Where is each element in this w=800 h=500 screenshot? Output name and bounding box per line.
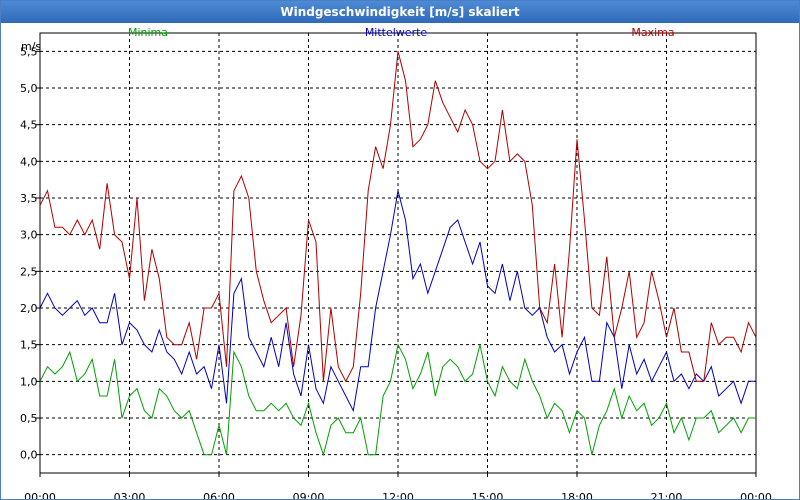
legend-minima: Minima	[128, 26, 168, 39]
x-tick-time: 00:00	[740, 491, 772, 499]
x-tick-time: 06:00	[203, 491, 235, 499]
x-tick-time: 00:00	[24, 491, 56, 499]
y-tick-label: 1,0	[20, 375, 38, 388]
y-tick-label: 2,5	[20, 265, 38, 278]
y-tick-label: 0,0	[20, 449, 38, 462]
y-tick-label: 3,5	[20, 192, 38, 205]
x-axis-ticks: 00:0016.01.1703:0016.01.1706:0016.01.170…	[24, 473, 772, 499]
y-tick-label: 5,0	[20, 82, 38, 95]
series-line-maxima	[39, 51, 757, 383]
series-lines	[39, 51, 757, 457]
x-tick-time: 03:00	[114, 491, 146, 499]
y-tick-label: 3,0	[20, 229, 38, 242]
y-tick-label: 5,5	[20, 45, 38, 58]
legend-maxima: Maxima	[631, 26, 674, 39]
x-tick-time: 15:00	[472, 491, 504, 499]
y-tick-label: 4,5	[20, 119, 38, 132]
y-axis-label: m/s	[21, 40, 41, 53]
y-tick-label: 4,0	[20, 155, 38, 168]
x-tick-time: 09:00	[293, 491, 325, 499]
legend-mittelwerte: Mittelwerte	[365, 26, 428, 39]
series-line-mittelwerte	[39, 190, 756, 413]
y-tick-label: 0,5	[20, 412, 38, 425]
grid	[40, 33, 756, 473]
y-tick-label: 2,0	[20, 302, 38, 315]
x-tick-time: 18:00	[561, 491, 593, 499]
x-tick-time: 21:00	[651, 491, 683, 499]
y-axis-ticks: 0,0 0,5 1,0 1,5 2,0 2,5 3,0 3,5 4,0 4,5 5,0 5,5	[20, 45, 40, 462]
series-line-minima	[39, 343, 756, 457]
window-title: Windgeschwindigkeit [m/s] skaliert	[1, 1, 799, 23]
y-tick-label: 1,5	[20, 339, 38, 352]
x-tick-time: 12:00	[382, 491, 414, 499]
wind-speed-chart: 0,0 0,5 1,0 1,5 2,0 2,5 3,0 3,5 4,0 4,5 5,0 5,5 00:…	[20, 26, 772, 499]
